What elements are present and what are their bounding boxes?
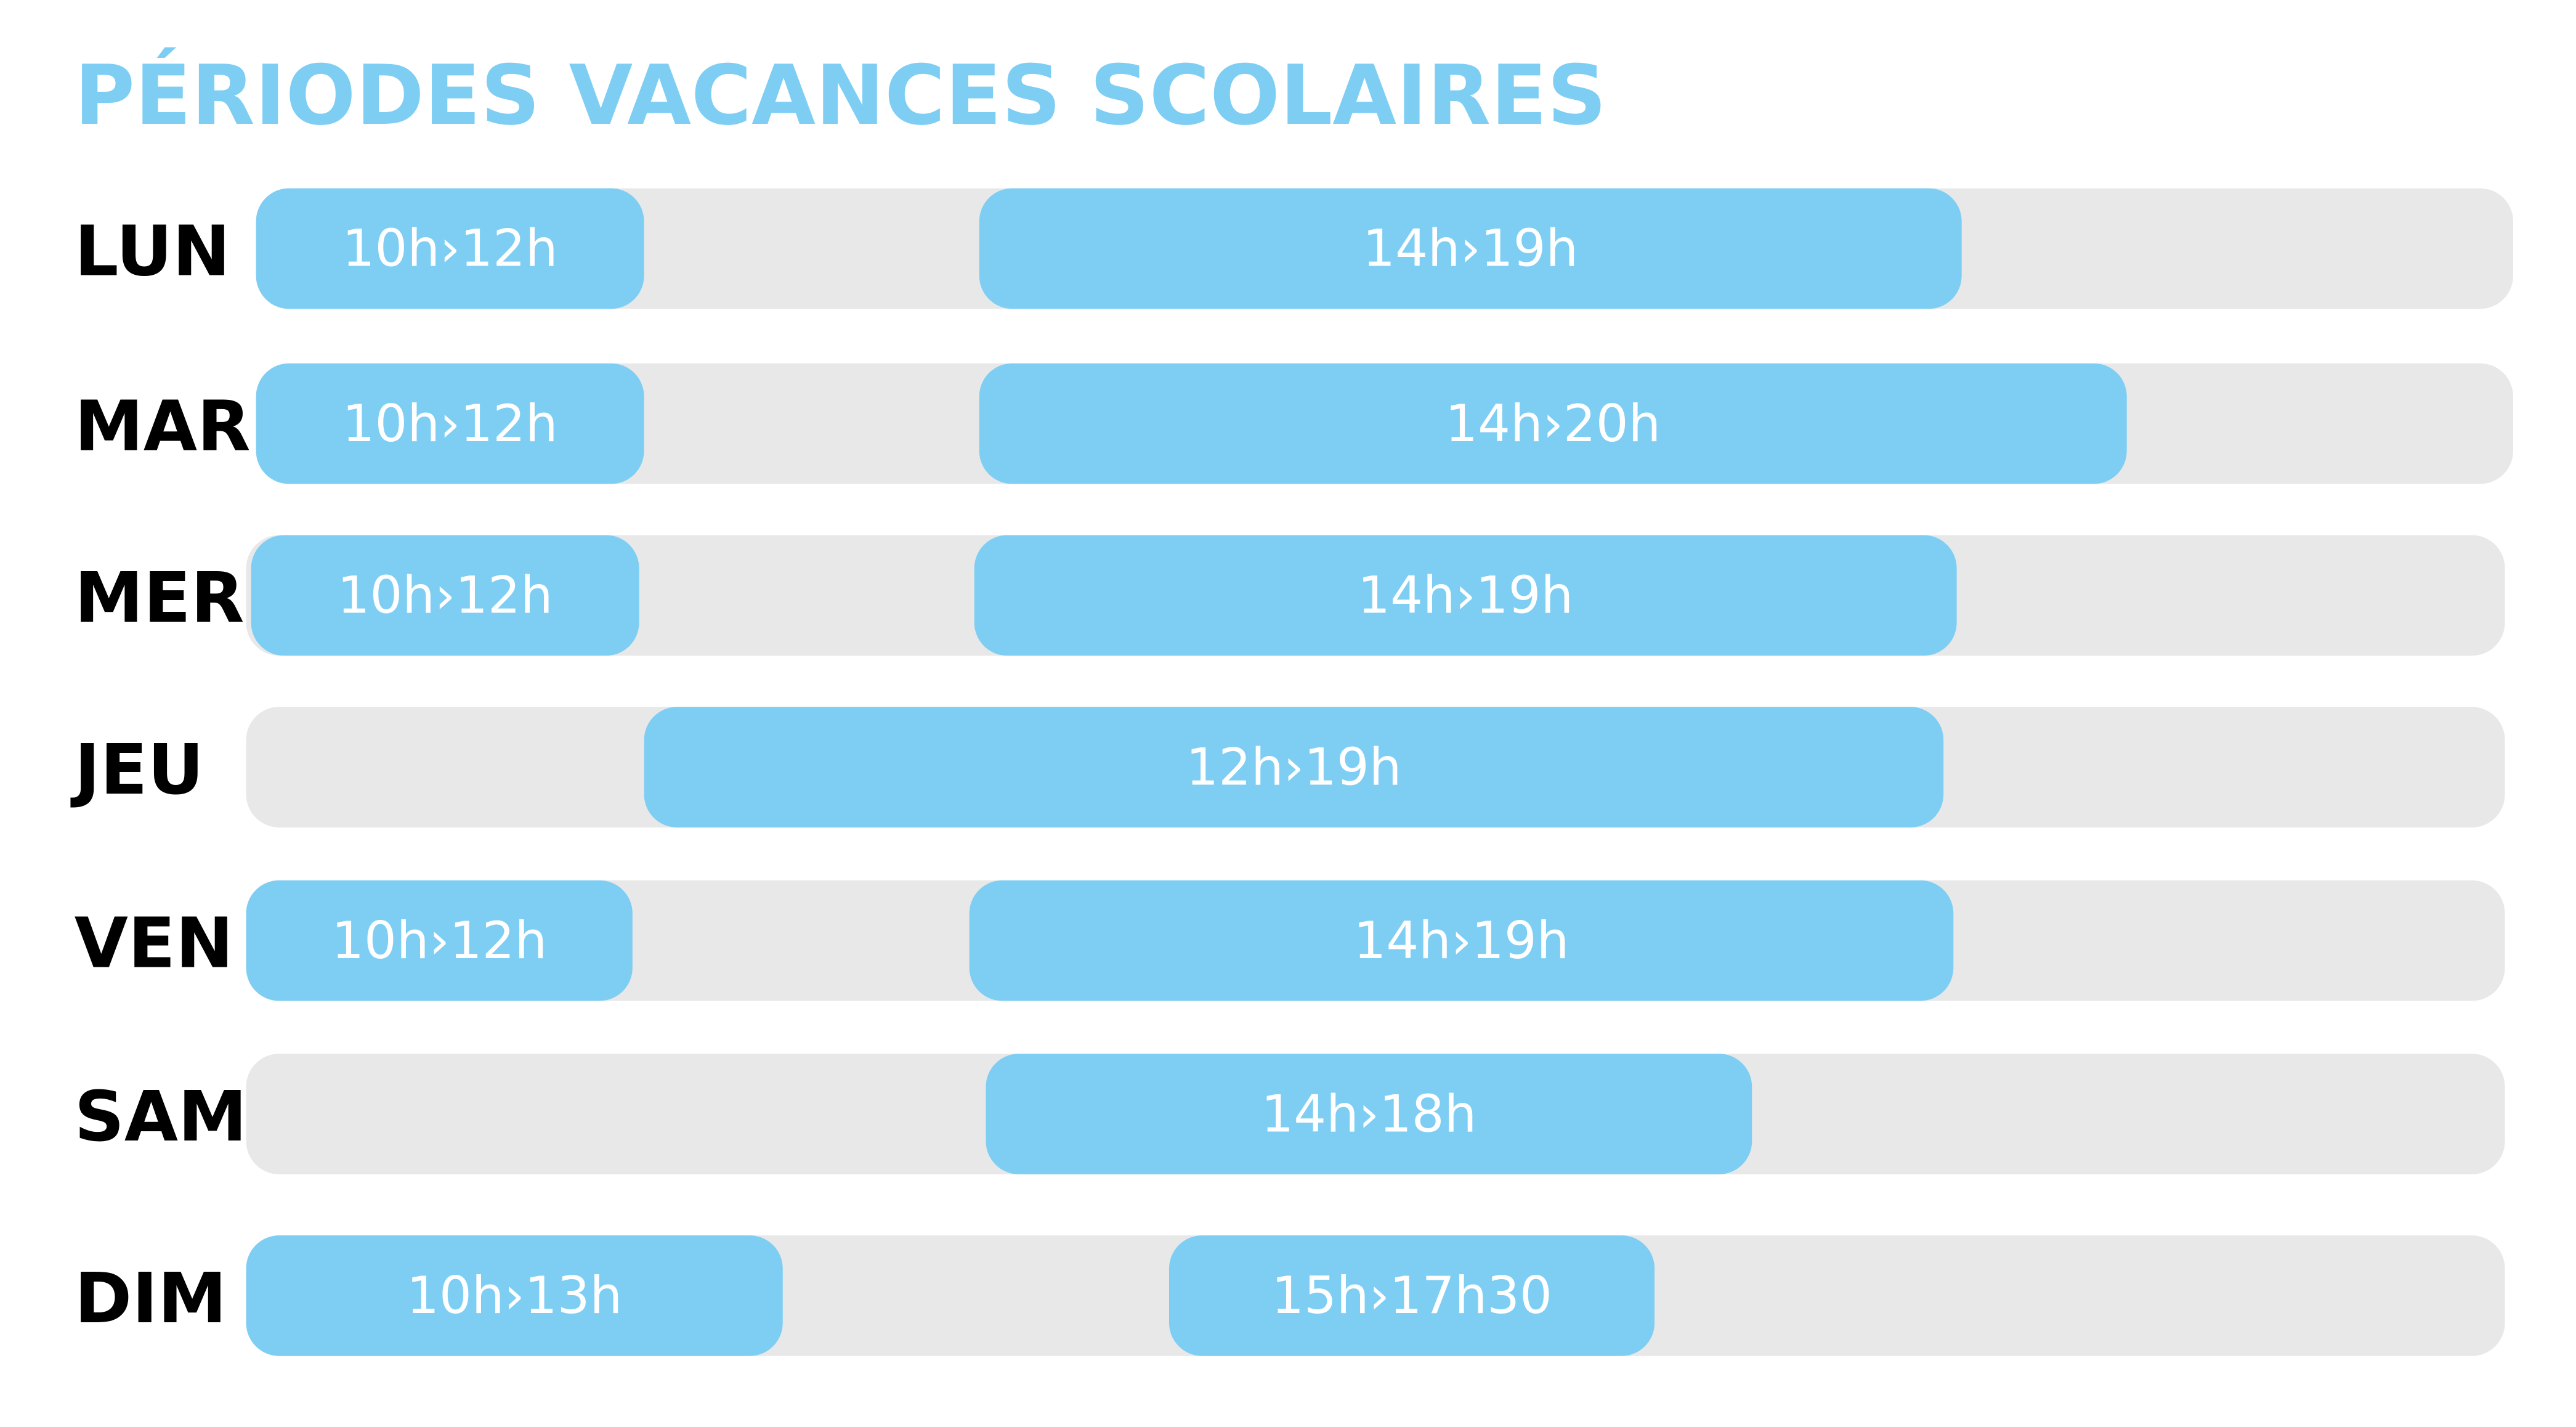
slot-label: 14h›18h bbox=[1261, 1084, 1476, 1144]
time-slot bbox=[979, 188, 1962, 309]
day-label: DIM bbox=[75, 1258, 227, 1339]
slot-label: 10h›13h bbox=[407, 1266, 622, 1325]
slot-label: 10h›12h bbox=[331, 911, 547, 970]
time-slot bbox=[979, 363, 2127, 484]
slot-label: 10h›12h bbox=[342, 219, 558, 278]
time-slot bbox=[974, 535, 1957, 656]
time-slot bbox=[986, 1054, 1752, 1174]
slot-label: 14h›20h bbox=[1445, 394, 1661, 453]
slot-label: 10h›12h bbox=[338, 566, 553, 625]
slot-label: 15h›17h30 bbox=[1271, 1266, 1552, 1325]
day-label: MAR bbox=[75, 386, 251, 466]
title: PÉRIODES VACANCES SCOLAIRES bbox=[75, 47, 1606, 144]
day-label: MER bbox=[75, 558, 245, 638]
time-slot bbox=[246, 880, 633, 1001]
time-slot bbox=[969, 880, 1954, 1001]
slot-label: 14h›19h bbox=[1358, 566, 1573, 625]
time-slot bbox=[246, 1235, 783, 1356]
day-label: JEU bbox=[70, 730, 204, 810]
day-label: SAM bbox=[75, 1076, 247, 1157]
day-label: LUN bbox=[75, 211, 230, 291]
time-slot bbox=[251, 535, 639, 656]
slot-label: 12h›19h bbox=[1186, 737, 1401, 797]
time-slot bbox=[256, 188, 644, 309]
slot-label: 10h›12h bbox=[342, 394, 558, 453]
day-label: VEN bbox=[75, 903, 233, 983]
time-slot bbox=[644, 707, 1944, 827]
time-slot bbox=[1169, 1235, 1655, 1356]
slot-label: 14h›19h bbox=[1363, 219, 1578, 278]
time-slot bbox=[256, 363, 644, 484]
slot-label: 14h›19h bbox=[1353, 911, 1569, 970]
